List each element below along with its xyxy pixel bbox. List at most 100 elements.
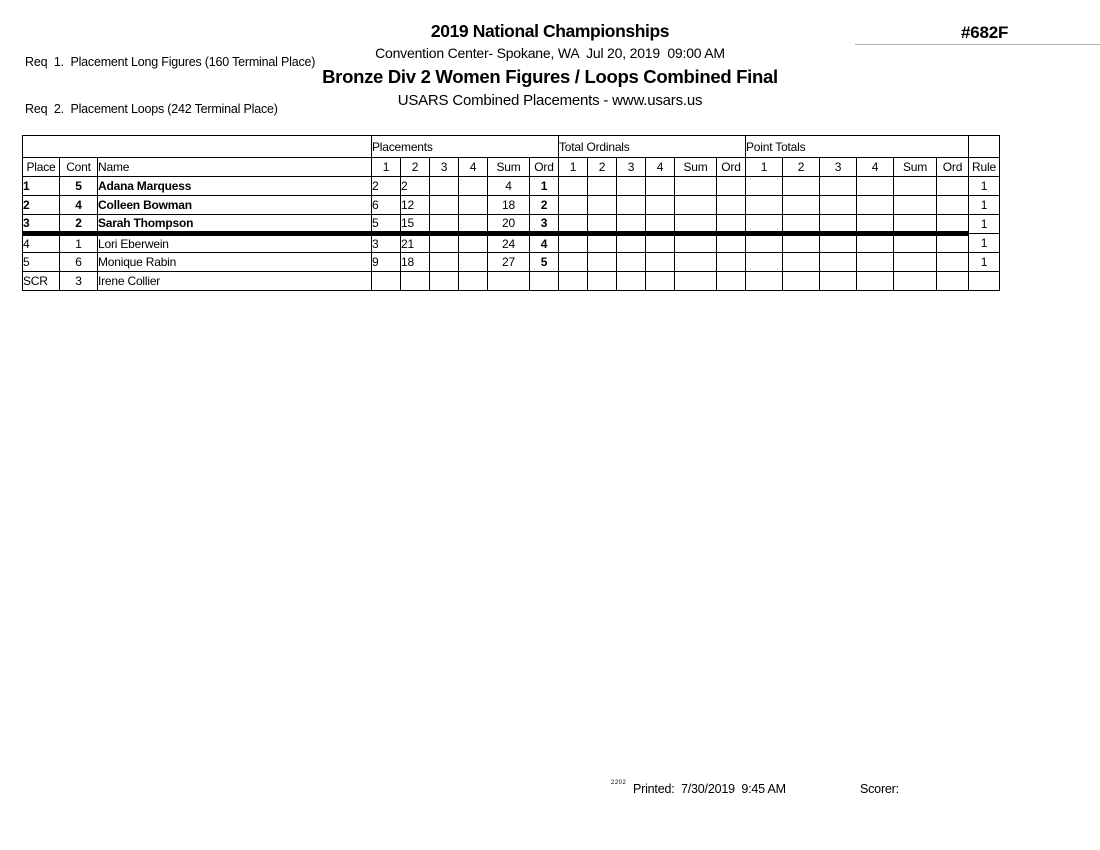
cell-total-ordinal — [587, 252, 617, 272]
cell-placement: 24 — [487, 233, 530, 253]
cell-rule: 1 — [968, 214, 1000, 234]
table-row: SCR 3 Irene Collier — [22, 271, 1000, 291]
cell-total-ordinal — [716, 195, 746, 215]
cell-total-ordinal — [587, 233, 617, 253]
column-header: Rule — [968, 157, 1000, 177]
requirements-block: Req 1. Placement Long Figures (160 Termi… — [25, 24, 315, 133]
cell-total-ordinal — [716, 176, 746, 196]
cell-name: Adana Marquess — [97, 176, 372, 196]
event-title: Bronze Div 2 Women Figures / Loops Combi… — [322, 66, 778, 87]
column-header: 4 — [856, 157, 894, 177]
results-table: Placements Total Ordinals Point Totals Plac… — [22, 135, 1000, 291]
cell-placement: 2 — [371, 176, 401, 196]
scorer-label: Scorer: — [860, 782, 899, 796]
venue-line: Convention Center- Spokane, WA Jul 20, 2… — [375, 45, 725, 61]
cell-point-total — [745, 176, 783, 196]
req-line-1: Req 1. Placement Long Figures (160 Termi… — [25, 55, 316, 69]
cell-point-total — [819, 214, 857, 236]
column-header: 2 — [782, 157, 820, 177]
cell-placement: 1 — [529, 176, 559, 196]
header-titles: 2019 National Championships Convention C… — [200, 21, 900, 109]
cell-total-ordinal — [616, 214, 646, 236]
cell-cont: 6 — [59, 252, 98, 272]
cell-placement — [400, 271, 430, 291]
cell-point-total — [819, 176, 857, 196]
cell-placement: 4 — [487, 176, 530, 196]
cell-total-ordinal — [587, 176, 617, 196]
cell-name: Lori Eberwein — [97, 233, 372, 253]
cell-total-ordinal — [716, 252, 746, 272]
column-header: 2 — [587, 157, 617, 177]
cell-placement: 5 — [371, 214, 401, 236]
cell-total-ordinal — [645, 214, 675, 236]
cell-total-ordinal — [616, 195, 646, 215]
cell-point-total — [745, 195, 783, 215]
column-header: 1 — [558, 157, 588, 177]
cell-name: Sarah Thompson — [97, 214, 372, 236]
cell-placement: 3 — [371, 233, 401, 253]
cell-total-ordinal — [558, 271, 588, 291]
header-rule-line — [855, 44, 1100, 45]
cell-point-total — [745, 233, 783, 253]
group-header: Total Ordinals — [558, 135, 746, 158]
cell-total-ordinal — [558, 176, 588, 196]
table-row: 3 2 Sarah Thompson 5 15 20 3 1 — [22, 214, 1000, 236]
cell-placement — [371, 271, 401, 291]
cell-total-ordinal — [674, 271, 717, 291]
cell-placement: 9 — [371, 252, 401, 272]
cell-point-total — [782, 176, 820, 196]
cell-point-total — [856, 233, 894, 253]
column-header: Cont — [59, 157, 98, 177]
cell-point-total — [819, 195, 857, 215]
column-header: Sum — [487, 157, 530, 177]
cell-placement: 18 — [400, 252, 430, 272]
cell-placement: 5 — [529, 252, 559, 272]
cell-total-ordinal — [674, 252, 717, 272]
cell-rule: 1 — [968, 176, 1000, 196]
cell-total-ordinal — [616, 271, 646, 291]
cell-place: 5 — [22, 252, 60, 272]
group-spacer — [968, 135, 1000, 158]
cell-total-ordinal — [587, 271, 617, 291]
cell-point-total — [893, 271, 937, 291]
cell-rule: 1 — [968, 252, 1000, 272]
cell-placement: 27 — [487, 252, 530, 272]
cell-total-ordinal — [674, 214, 717, 236]
cell-placement — [458, 214, 488, 236]
cell-total-ordinal — [558, 233, 588, 253]
column-header: Place — [22, 157, 60, 177]
req-line-2: Req 2. Placement Loops (242 Terminal Pla… — [25, 101, 278, 116]
cell-placement: 2 — [400, 176, 430, 196]
cell-point-total — [856, 195, 894, 215]
column-header: 1 — [371, 157, 401, 177]
table-row: 5 6 Monique Rabin 9 18 27 5 1 — [22, 252, 1000, 272]
cell-point-total — [819, 271, 857, 291]
cell-point-total — [893, 195, 937, 215]
cell-placement: 18 — [487, 195, 530, 215]
cell-placement — [487, 271, 530, 291]
cell-total-ordinal — [645, 176, 675, 196]
cell-point-total — [782, 214, 820, 236]
cell-place: 1 — [22, 176, 60, 196]
cell-point-total — [936, 195, 969, 215]
cell-point-total — [819, 252, 857, 272]
cell-place: 2 — [22, 195, 60, 215]
cell-placement — [429, 271, 459, 291]
cell-point-total — [856, 176, 894, 196]
cell-name: Monique Rabin — [97, 252, 372, 272]
cell-name: Colleen Bowman — [97, 195, 372, 215]
cell-total-ordinal — [558, 252, 588, 272]
cell-point-total — [856, 252, 894, 272]
cell-place: 4 — [22, 233, 60, 253]
cell-placement — [458, 195, 488, 215]
cell-placement: 15 — [400, 214, 430, 236]
cell-cont: 1 — [59, 233, 98, 253]
cell-placement — [458, 233, 488, 253]
group-header: Placements — [371, 135, 559, 158]
cell-total-ordinal — [616, 252, 646, 272]
report-code: 2202 — [611, 780, 627, 786]
cell-point-total — [893, 233, 937, 253]
group-header: Point Totals — [745, 135, 969, 158]
cell-point-total — [745, 214, 783, 236]
cell-point-total — [782, 271, 820, 291]
